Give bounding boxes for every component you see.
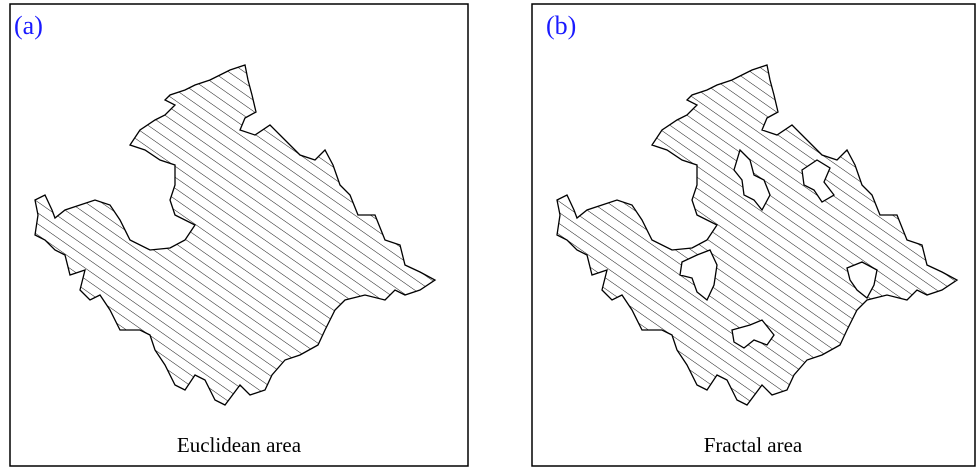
panel-label: (a) bbox=[14, 11, 43, 40]
figure: (a) Euclidean area (b) Fractal area bbox=[0, 0, 980, 471]
panel-b: (b) Fractal area bbox=[532, 4, 975, 466]
panel-caption: Fractal area bbox=[704, 433, 803, 457]
panel-label: (b) bbox=[546, 11, 576, 40]
fractal-shape bbox=[557, 65, 957, 405]
panel-caption: Euclidean area bbox=[177, 433, 302, 457]
euclidean-shape bbox=[35, 65, 435, 405]
page: (a) Euclidean area (b) Fractal area (() … bbox=[0, 0, 980, 471]
panel-a: (a) Euclidean area bbox=[10, 4, 468, 466]
